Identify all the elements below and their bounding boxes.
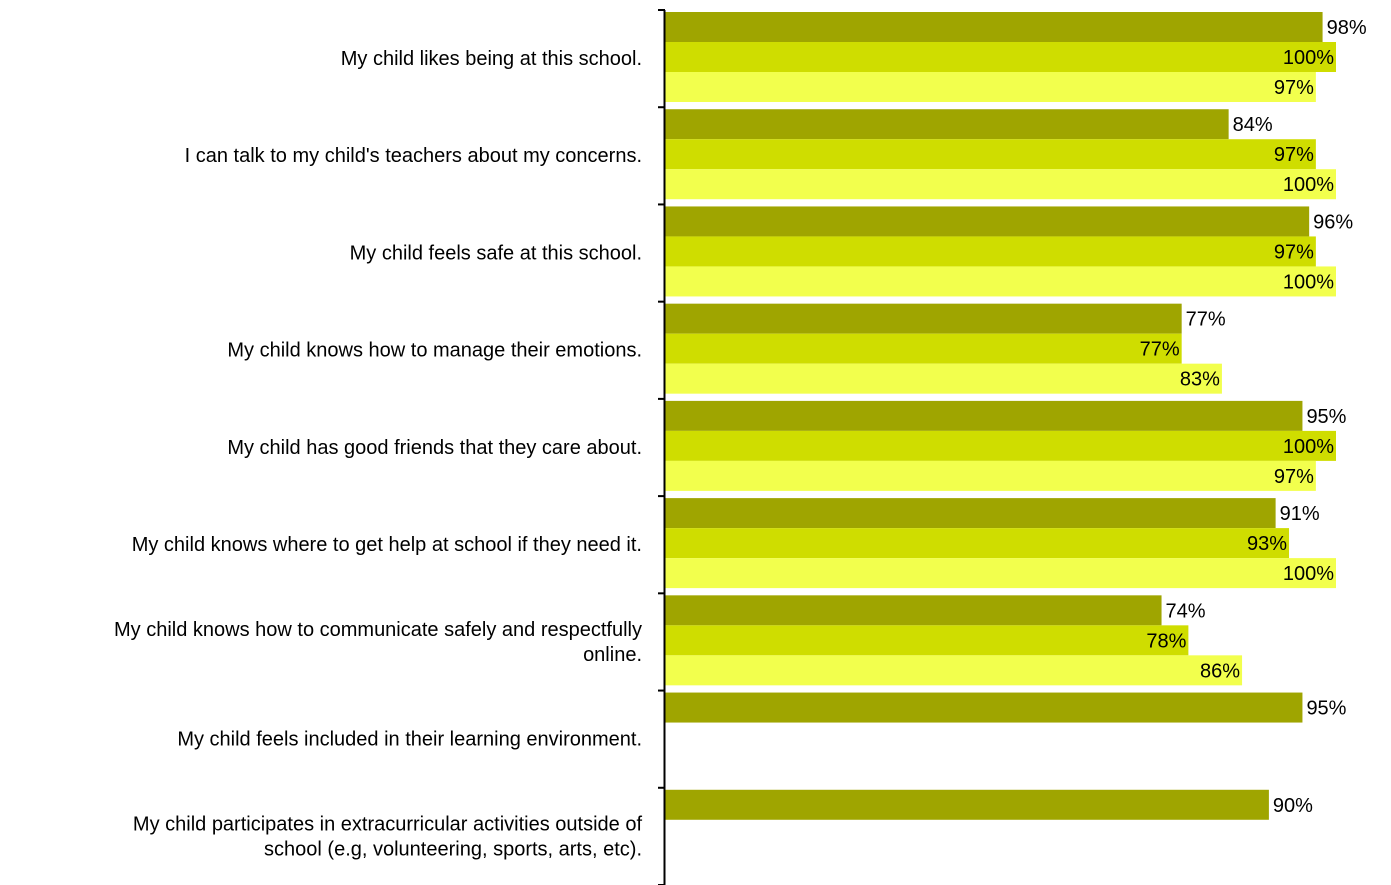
bar-5-series-1 — [665, 400, 1303, 431]
value-label-1-series-3: 97% — [1274, 77, 1314, 99]
value-label-2-series-2: 97% — [1274, 144, 1314, 166]
bars-group — [665, 12, 1336, 820]
category-label-3: My child feels safe at this school. — [350, 242, 642, 264]
value-label-4-series-2: 77% — [1140, 339, 1180, 361]
value-label-7-series-1: 74% — [1166, 600, 1206, 622]
bar-7-series-2 — [665, 625, 1189, 656]
value-label-1-series-2: 100% — [1283, 47, 1334, 69]
bar-3-series-2 — [665, 236, 1316, 267]
value-label-6-series-3: 100% — [1283, 563, 1334, 585]
category-label-9-line-2: school (e.g, volunteering, sports, arts,… — [264, 838, 642, 860]
y-axis — [658, 9, 666, 885]
category-label-9-line-1: My child participates in extracurricular… — [133, 813, 643, 835]
bar-2-series-2 — [665, 139, 1316, 170]
value-label-5-series-1: 95% — [1306, 406, 1346, 428]
category-label-6: My child knows where to get help at scho… — [132, 534, 642, 556]
bar-4-series-2 — [665, 333, 1182, 364]
bar-5-series-3 — [665, 460, 1316, 491]
value-label-6-series-2: 93% — [1247, 533, 1287, 555]
bar-7-series-3 — [665, 655, 1243, 686]
bar-4-series-1 — [665, 303, 1182, 334]
bar-6-series-2 — [665, 528, 1290, 559]
bar-1-series-2 — [665, 42, 1336, 72]
category-label-8: My child feels included in their learnin… — [177, 729, 642, 751]
bar-9-series-1 — [665, 789, 1269, 820]
value-label-4-series-1: 77% — [1186, 309, 1226, 331]
value-label-2-series-1: 84% — [1233, 114, 1273, 136]
value-label-1-series-1: 98% — [1327, 17, 1367, 39]
bar-1-series-1 — [665, 12, 1323, 42]
value-label-3-series-2: 97% — [1274, 241, 1314, 263]
bar-3-series-1 — [665, 206, 1310, 237]
category-labels-group: My child likes being at this school. I ca… — [114, 48, 642, 860]
value-label-3-series-3: 100% — [1283, 271, 1334, 293]
bar-5-series-2 — [665, 430, 1336, 461]
bar-2-series-1 — [665, 109, 1229, 140]
bar-2-series-3 — [665, 169, 1336, 200]
value-label-6-series-1: 91% — [1280, 503, 1320, 525]
bar-7-series-1 — [665, 595, 1162, 626]
value-labels-group: 98%100%97%84%97%100%96%97%100%77%77%83%9… — [1140, 17, 1367, 817]
category-label-4: My child knows how to manage their emoti… — [227, 340, 642, 362]
value-label-8-series-1: 95% — [1306, 698, 1346, 720]
bar-6-series-3 — [665, 558, 1336, 589]
value-label-5-series-3: 97% — [1274, 466, 1314, 488]
bar-8-series-1 — [665, 692, 1303, 723]
bar-4-series-3 — [665, 363, 1222, 394]
category-label-7-line-2: online. — [583, 644, 642, 666]
value-label-7-series-3: 86% — [1200, 660, 1240, 682]
value-label-3-series-1: 96% — [1313, 211, 1353, 233]
bar-3-series-3 — [665, 266, 1336, 297]
category-label-1: My child likes being at this school. — [341, 48, 642, 70]
bar-6-series-1 — [665, 498, 1276, 529]
category-label-5: My child has good friends that they care… — [227, 437, 642, 459]
bar-1-series-3 — [665, 72, 1316, 102]
category-label-7-line-1: My child knows how to communicate safely… — [114, 619, 642, 641]
value-label-5-series-2: 100% — [1283, 436, 1334, 458]
value-label-2-series-3: 100% — [1283, 174, 1334, 196]
category-label-2: I can talk to my child's teachers about … — [185, 145, 642, 167]
value-label-7-series-2: 78% — [1146, 630, 1186, 652]
value-label-9-series-1: 90% — [1273, 795, 1313, 817]
value-label-4-series-3: 83% — [1180, 369, 1220, 391]
